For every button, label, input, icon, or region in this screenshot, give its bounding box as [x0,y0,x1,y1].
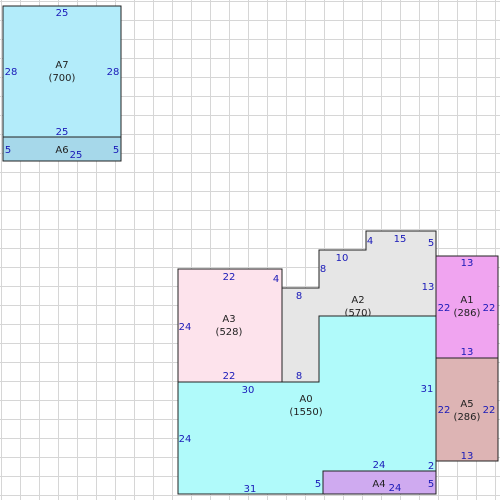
zone-a7-left-dim: 28 [5,67,18,78]
zone-a5[interactable]: A5 (286) 22 22 13 [435,357,499,462]
zone-a1-name: A1 [460,295,473,306]
zone-a2-area: (570) [345,308,372,319]
zone-a6-right-dim: 5 [113,145,119,156]
zone-a3-name: A3 [222,314,235,325]
zone-a6-left-dim: 5 [5,145,11,156]
zone-a0-name: A0 [299,394,312,405]
zone-a6[interactable]: A6 5 25 5 [2,136,122,162]
zone-a7-bottom-dim: 25 [56,127,69,138]
zone-a3-right-upper-dim: 4 [273,274,279,285]
zone-a2-step-side-dim: 8 [320,264,326,275]
zone-a1-bottom-dim: 13 [461,347,474,358]
zone-a4-right-dim: 5 [428,479,434,490]
zone-a7-area: (700) [49,73,76,84]
zone-a2-lower-step-dim: 8 [296,291,302,302]
zone-a1-area: (286) [454,308,481,319]
zone-a5-shape[interactable] [435,357,499,462]
zone-a2-base-dim: 8 [296,371,302,382]
zone-a0-top-dim: 30 [242,385,255,396]
zone-a5-right-dim: 22 [483,405,496,416]
zone-a1-top-dim: 13 [461,258,474,269]
zone-a1[interactable]: A1 (286) 13 22 22 13 [435,255,499,359]
zone-a0-notch-left-dim: 5 [315,479,321,490]
zone-a4[interactable]: A4 24 5 [322,470,437,495]
zone-a1-left-dim: 22 [438,303,451,314]
zone-a7[interactable]: A7 (700) 25 28 28 25 [2,5,122,138]
zone-a2-top-dim: 15 [394,234,407,245]
zone-a0-bottom-dim: 31 [244,484,257,495]
zone-a2-name: A2 [351,295,364,306]
zone-a7-top-dim: 25 [56,8,69,19]
zone-a6-bottom-dim: 25 [70,150,83,161]
zone-a5-name: A5 [460,399,473,410]
zone-a1-right-dim: 22 [483,303,496,314]
zone-a2-right-dim: 13 [422,282,435,293]
zone-a3-left-dim: 24 [179,322,192,333]
zone-a4-shape[interactable] [322,470,437,495]
zone-a7-name: A7 [55,60,68,71]
zone-a0-right-dim: 31 [421,384,434,395]
zone-a3-shape[interactable] [177,268,283,383]
zone-a0-left-dim: 24 [179,434,192,445]
zone-a5-bottom-dim: 13 [461,451,474,462]
zone-a2-right-upper-dim: 5 [428,238,434,249]
zone-a3-bottom-dim: 22 [223,371,236,382]
zone-a4-bottom-dim: 24 [389,483,402,494]
zone-a5-left-dim: 22 [438,405,451,416]
zone-a0-area: (1550) [289,407,322,418]
zone-a7-right-dim: 28 [107,67,120,78]
zone-a6-name: A6 [55,145,68,156]
zone-a0-notch-right-dim: 2 [428,461,434,472]
zone-a0-notch-top-dim: 24 [373,460,386,471]
zone-a3-area: (528) [216,327,243,338]
zone-a5-area: (286) [454,412,481,423]
zone-a6-shape[interactable] [2,136,122,162]
zone-a3[interactable]: A3 (528) 22 4 24 20 22 [177,268,294,383]
zone-a2-upper-step-dim: 10 [336,253,349,264]
zone-a2-notch-dim: 4 [367,236,373,247]
zone-a3-top-dim: 22 [223,272,236,283]
zone-a4-name: A4 [372,479,385,490]
zone-a7-shape[interactable] [2,5,122,138]
